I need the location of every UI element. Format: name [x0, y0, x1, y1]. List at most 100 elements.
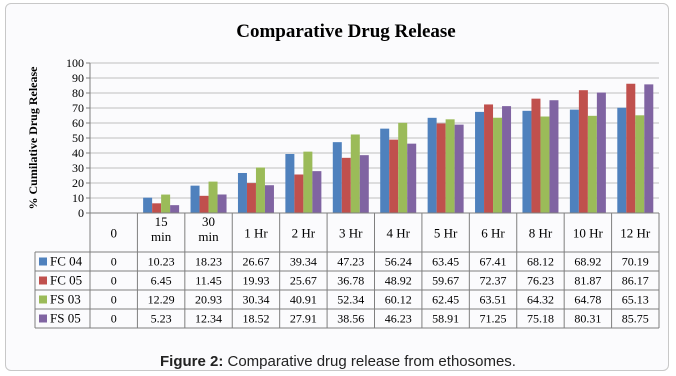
data-label: 86.17	[622, 274, 649, 288]
data-label: 5.23	[151, 312, 172, 326]
bar-fc-04	[475, 111, 485, 213]
x-tick-label: 3 Hr	[339, 226, 363, 241]
data-label: 18.23	[195, 255, 222, 269]
bar-fc-04	[237, 172, 247, 213]
data-label: 39.34	[290, 255, 317, 269]
bar-fc-04	[522, 110, 532, 213]
bar-fs-05	[359, 155, 369, 213]
x-tick-label: 4 Hr	[386, 226, 410, 241]
data-label: 76.23	[527, 274, 554, 288]
data-label: 58.91	[432, 312, 459, 326]
bar-fs-05	[217, 194, 227, 213]
data-label: 27.91	[290, 312, 317, 326]
data-label: 20.93	[195, 293, 222, 307]
data-label: 81.87	[574, 274, 601, 288]
x-tick-label: 0	[110, 226, 117, 241]
legend-label: FC 04	[50, 254, 83, 269]
bar-fc-05	[294, 174, 304, 213]
x-tick-label: 1 Hr	[244, 226, 268, 241]
bar-fc-04	[569, 109, 579, 213]
bar-fc-04	[285, 153, 295, 213]
bar-fc-04	[143, 197, 153, 213]
x-tick-label: 30	[202, 214, 215, 229]
legend-label: FS 05	[50, 311, 81, 326]
legend-key-fc-05	[39, 276, 47, 285]
data-label: 0	[111, 274, 117, 288]
y-tick-label: 0	[78, 206, 84, 220]
data-label: 26.67	[242, 255, 269, 269]
bar-fs-05	[312, 171, 322, 213]
x-tick-label: 10 Hr	[573, 226, 604, 241]
data-label: 85.75	[622, 312, 649, 326]
y-tick-label: 60	[72, 116, 84, 130]
chart-title: Comparative Drug Release	[236, 21, 456, 42]
data-label: 47.23	[337, 255, 364, 269]
data-label: 60.12	[385, 293, 412, 307]
data-label: 70.19	[622, 255, 649, 269]
legend-key-fs-05	[39, 314, 47, 323]
data-label: 64.78	[574, 293, 601, 307]
data-label: 72.37	[480, 274, 507, 288]
bar-fs-05	[549, 100, 559, 213]
y-tick-label: 30	[72, 161, 84, 175]
bar-fs-05	[502, 106, 512, 213]
bar-fs-03	[350, 134, 360, 213]
figure-caption: Figure 2: Comparative drug release from …	[0, 353, 676, 370]
data-label: 0	[111, 293, 117, 307]
bar-fc-05	[531, 98, 541, 213]
data-label: 80.31	[574, 312, 601, 326]
y-tick-label: 100	[66, 56, 84, 70]
data-label: 63.45	[432, 255, 459, 269]
bar-fc-05	[484, 104, 494, 213]
data-label: 11.45	[195, 274, 222, 288]
legend-key-fc-04	[39, 257, 47, 266]
data-label: 36.78	[337, 274, 364, 288]
bar-fc-05	[152, 203, 162, 213]
data-label: 12.29	[148, 293, 175, 307]
bar-fc-04	[427, 117, 437, 213]
x-tick-label: 12 Hr	[620, 226, 651, 241]
bar-fs-03	[161, 194, 171, 213]
bar-fs-05	[596, 92, 606, 213]
data-label: 75.18	[527, 312, 554, 326]
bar-fc-04	[617, 107, 627, 213]
bar-fc-04	[380, 128, 390, 213]
data-label: 19.93	[242, 274, 269, 288]
y-tick-label: 20	[72, 176, 84, 190]
y-tick-label: 70	[72, 101, 84, 115]
data-label: 65.13	[622, 293, 649, 307]
data-label: 0	[111, 255, 117, 269]
bar-fs-05	[264, 185, 274, 213]
legend-label: FC 05	[50, 273, 82, 288]
data-label: 71.25	[480, 312, 507, 326]
bar-fs-03	[445, 119, 455, 213]
data-label: 6.45	[151, 274, 172, 288]
bar-fc-04	[190, 185, 200, 213]
figure-caption-label: Figure 2:	[160, 353, 224, 370]
x-tick-label: min	[198, 229, 219, 244]
data-label: 18.52	[242, 312, 269, 326]
data-label: 52.34	[337, 293, 364, 307]
data-label: 10.23	[148, 255, 175, 269]
bar-fc-05	[436, 123, 446, 213]
data-label: 25.67	[290, 274, 317, 288]
bar-fc-05	[199, 195, 209, 213]
data-label: 40.91	[290, 293, 317, 307]
bar-fc-05	[389, 139, 399, 213]
bar-fs-03	[587, 115, 597, 213]
data-label: 59.67	[432, 274, 459, 288]
bar-fc-04	[332, 142, 342, 213]
bar-fs-03	[208, 181, 218, 213]
bar-fs-03	[540, 116, 550, 213]
x-tick-label: 8 Hr	[529, 226, 553, 241]
bar-fs-05	[454, 124, 464, 213]
data-label: 46.23	[385, 312, 412, 326]
bar-fs-03	[398, 122, 408, 213]
y-axis-label: % Cumilative Drug Release	[26, 66, 40, 210]
y-tick-label: 10	[72, 191, 84, 205]
bar-fc-05	[341, 157, 351, 213]
data-label: 68.92	[574, 255, 601, 269]
bar-fc-05	[246, 183, 256, 213]
data-label: 62.45	[432, 293, 459, 307]
